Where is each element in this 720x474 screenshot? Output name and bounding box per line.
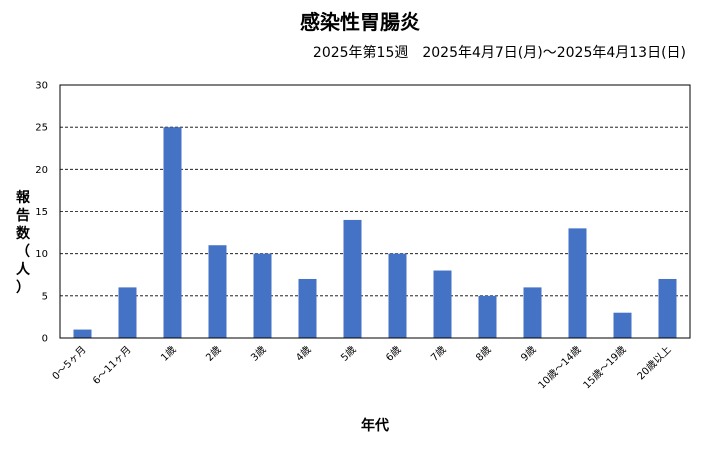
x-tick-label: 6歳 <box>384 344 404 364</box>
bar-8 <box>433 270 452 338</box>
x-tick-label: 6～11ヶ月 <box>90 344 133 387</box>
bar-3 <box>208 245 227 338</box>
x-tick-label: 9歳 <box>519 344 539 364</box>
y-tick-label: 15 <box>35 207 48 218</box>
bar-0 <box>73 329 92 338</box>
bar-12 <box>613 312 632 338</box>
x-tick-label: 10歳～14歳 <box>536 344 584 392</box>
bar-7 <box>388 253 407 338</box>
x-tick-label: 20歳以上 <box>635 344 674 383</box>
y-axis-title-char: 告 <box>16 207 30 224</box>
x-tick-label: 0～5ヶ月 <box>50 344 89 383</box>
x-tick-label: 3歳 <box>249 344 269 364</box>
plot-frame <box>59 84 691 339</box>
y-axis-title-char: ） <box>16 280 30 296</box>
bar-2 <box>163 127 182 339</box>
bar-1 <box>118 287 137 338</box>
bar-4 <box>253 253 272 338</box>
chart-subtitle: 2025年第15週 2025年4月7日(月)～2025年4月13日(日) <box>312 45 686 61</box>
bar-6 <box>343 219 362 338</box>
bar-9 <box>478 295 497 338</box>
y-tick-label: 25 <box>35 123 48 134</box>
bar-13 <box>658 278 677 338</box>
y-tick-label: 20 <box>35 165 48 176</box>
x-tick-label: 4歳 <box>294 344 314 364</box>
y-tick-label: 30 <box>35 81 48 92</box>
chart-title: 感染性胃腸炎 <box>300 10 420 34</box>
bar-5 <box>298 278 317 338</box>
y-axis-title: 報告数 （人 ） <box>16 189 31 296</box>
y-axis-ticks: 0 5 10 15 20 25 30 <box>35 81 48 345</box>
x-tick-label: 7歳 <box>429 344 449 364</box>
y-axis-title-char: 数 <box>16 225 31 242</box>
x-tick-label: 5歳 <box>339 344 359 364</box>
y-tick-label: 0 <box>42 334 48 345</box>
x-tick-label: 2歳 <box>204 344 224 364</box>
y-tick-label: 5 <box>42 291 48 302</box>
x-axis-ticks: 0～5ヶ月 6～11ヶ月 1歳 2歳 3歳 4歳 5歳 6歳 7歳 8歳 9歳10歳～14歳15歳～… <box>50 344 674 392</box>
x-tick-label: 8歳 <box>474 344 494 364</box>
bar-10 <box>523 287 542 338</box>
bars <box>73 127 677 339</box>
y-axis-title-char: （ <box>16 244 30 260</box>
x-tick-label: 15歳～19歳 <box>581 344 629 392</box>
bar-11 <box>568 228 587 338</box>
x-axis-title: 年代 <box>361 417 389 434</box>
grid-lines <box>60 126 690 297</box>
y-axis-title-char: 報 <box>16 189 31 206</box>
y-tick-label: 10 <box>35 249 48 260</box>
x-tick-label: 1歳 <box>159 344 179 364</box>
y-axis-title-char: 人 <box>16 261 31 278</box>
